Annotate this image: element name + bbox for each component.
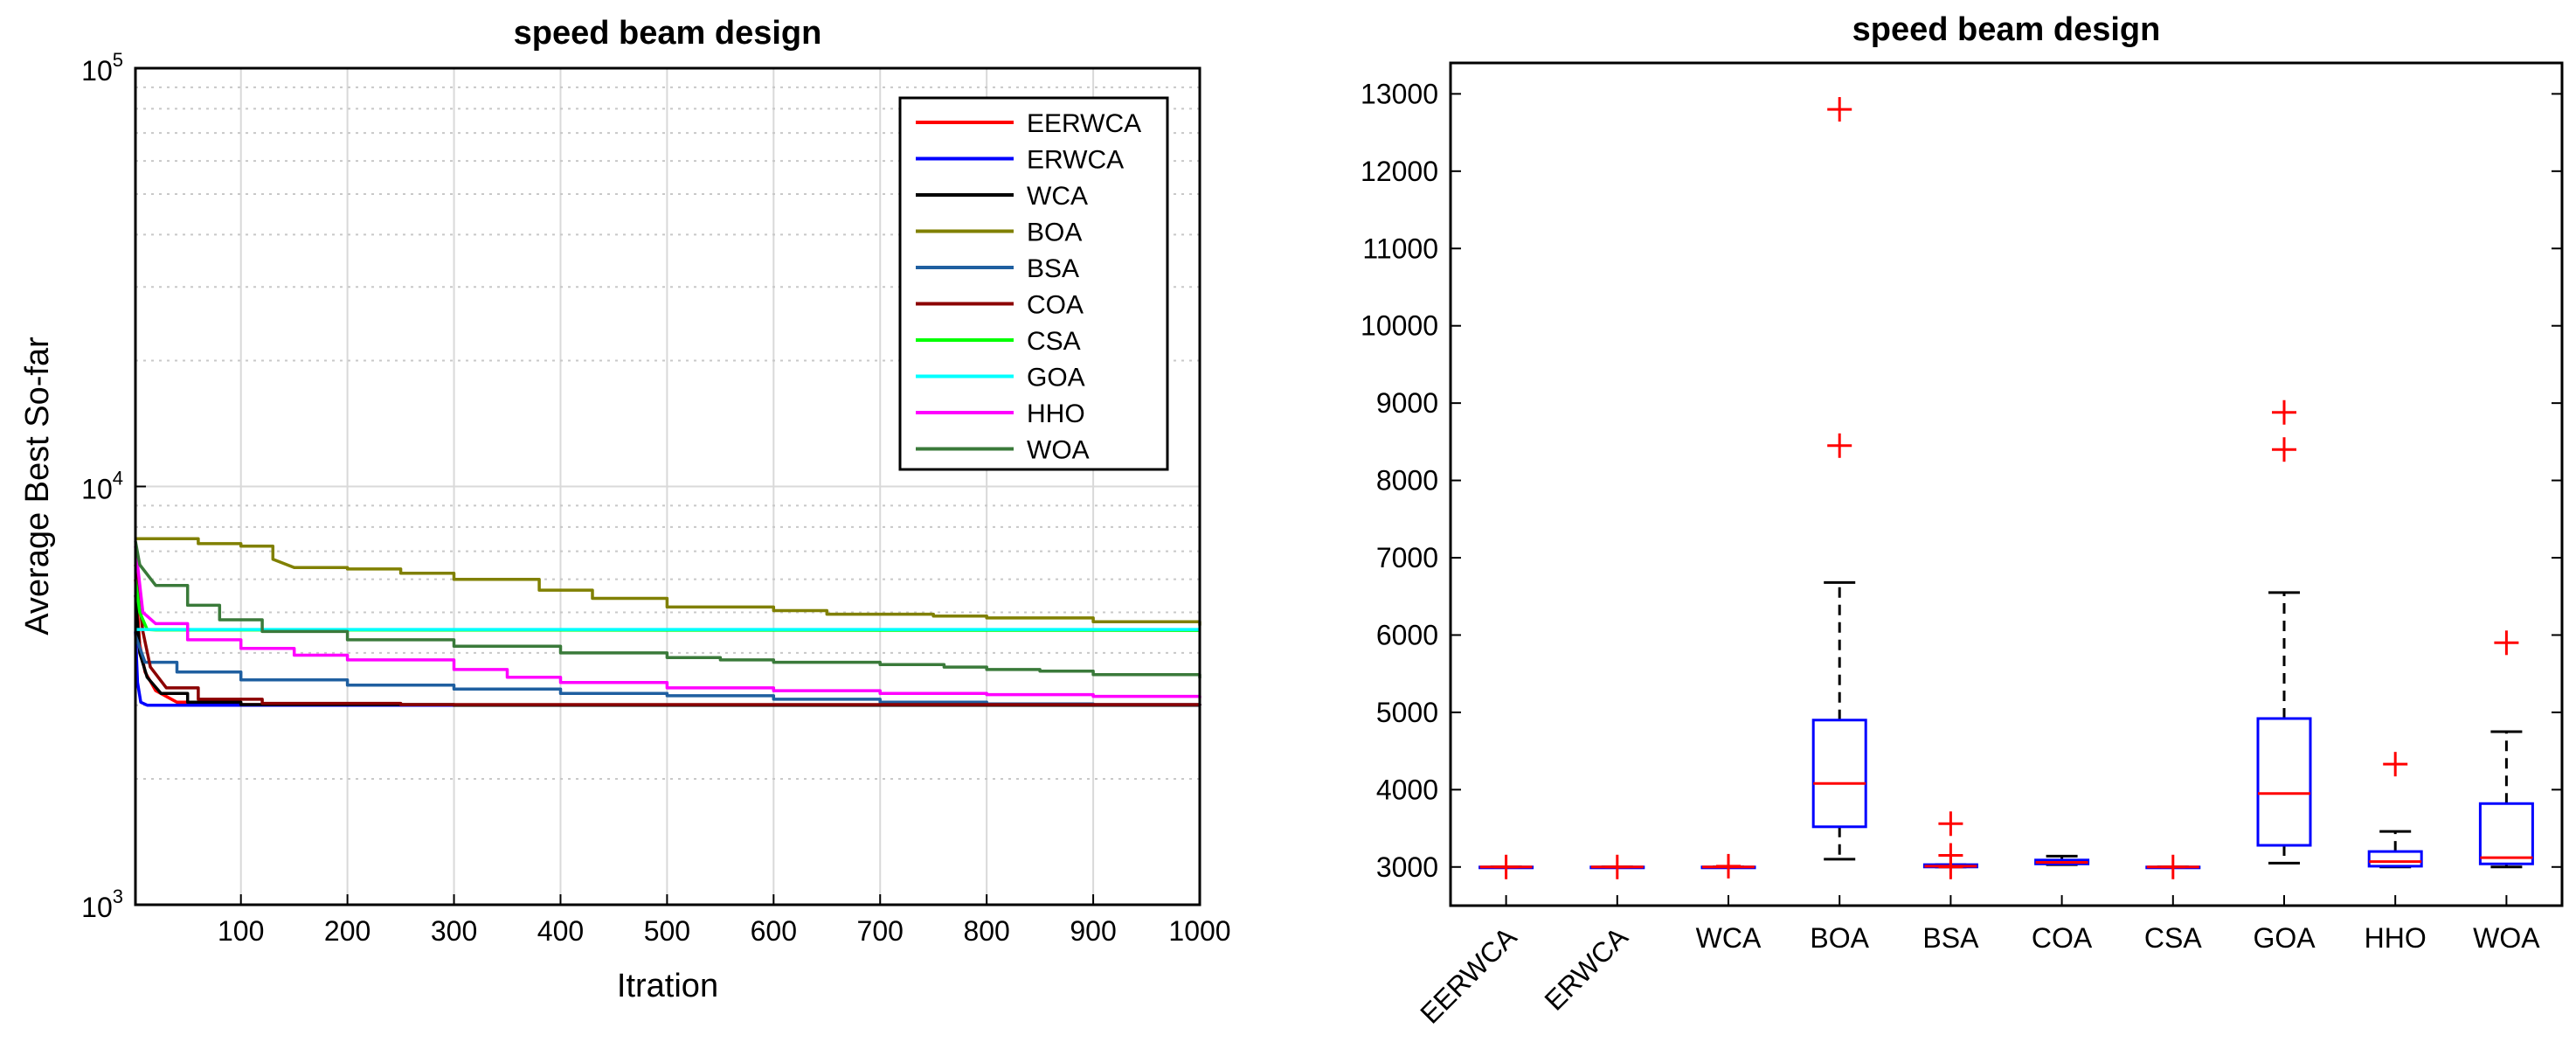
series-line-hho (134, 545, 1201, 698)
box-erwca (1589, 854, 1645, 879)
legend-label-hho: HHO (1027, 399, 1085, 428)
legend-label-csa: CSA (1027, 327, 1081, 356)
legend-label-wca: WCA (1027, 182, 1088, 211)
box-iqr (2367, 850, 2423, 868)
chart-title: speed beam design (514, 15, 822, 52)
x-tick-label: 700 (857, 915, 904, 947)
x-tick-label-hho: HHO (2365, 922, 2427, 954)
legend-label-goa: GOA (1027, 364, 1085, 392)
legend: EERWCA ERWCA WCA BOA BSA COA CSA GOA HHO WOA (898, 96, 1169, 471)
y-tick-label: 104 (81, 468, 123, 505)
legend-label-woa: WOA (1027, 436, 1090, 465)
y-tick-label: 11000 (1362, 233, 1438, 264)
y-tick-label: 103 (81, 886, 123, 923)
series-line-woa (134, 540, 1201, 678)
y-tick-label: 8000 (1376, 465, 1438, 497)
plot-frame (1449, 61, 2564, 907)
outlier-marker (2272, 437, 2296, 462)
box-plot-chart: 3000 4000 5000 6000 7000 8000 9000 10000 11000 12… (1361, 11, 2564, 1030)
series-line-boa (135, 537, 1201, 626)
series-line-coa (134, 564, 1201, 706)
outlier-marker (1493, 854, 1519, 879)
outlier-marker (2494, 630, 2519, 656)
box-coa (2034, 854, 2090, 866)
legend-label-bsa: BSA (1027, 254, 1079, 283)
x-tick-label-bsa: BSA (1922, 922, 1979, 954)
outlier-marker (1716, 853, 1741, 879)
x-tick-label: 600 (751, 915, 797, 947)
x-tick-label: 200 (324, 915, 370, 947)
legend-label-coa: COA (1027, 291, 1084, 320)
x-axis-label: Itration (617, 968, 718, 1004)
y-tick-label: 13000 (1361, 78, 1438, 109)
box-woa (2478, 630, 2534, 869)
outlier-marker (2160, 854, 2185, 879)
x-tick-label: 800 (963, 915, 1009, 947)
chart-title: speed beam design (1852, 11, 2161, 48)
y-tick-label: 6000 (1376, 619, 1438, 650)
x-tick-label-csa: CSA (2144, 922, 2202, 954)
y-tick-label: 9000 (1376, 387, 1438, 419)
outlier-marker (1604, 854, 1630, 879)
x-tick-label-woa: WOA (2473, 922, 2540, 954)
y-axis-label: Average Best So-far (19, 337, 56, 636)
y-tick-label: 4000 (1376, 774, 1438, 805)
outlier-marker (1938, 811, 1963, 837)
series-lines (134, 537, 1201, 707)
x-tick-label-eerwca: EERWCA (1414, 920, 1523, 1030)
x-tick-label: 100 (218, 915, 264, 947)
y-tick-label: 105 (81, 49, 123, 87)
legend-label-erwca: ERWCA (1027, 146, 1124, 175)
y-tick-label: 5000 (1376, 697, 1438, 728)
box-hho (2367, 752, 2423, 869)
x-axis-labels: EERWCA ERWCA WCA BOA BSA COA CSA GOA HHO WOA (1414, 895, 2540, 1030)
box-iqr (1811, 719, 1867, 829)
legend-label-boa: BOA (1027, 219, 1082, 247)
convergence-line-chart: 100 200 300 400 500 600 700 800 900 1000 103 104 105… (19, 15, 1231, 1004)
y-tick-label: 3000 (1376, 851, 1438, 883)
x-tick-label-wca: WCA (1696, 922, 1762, 954)
boxes (1478, 97, 2534, 879)
outlier-marker (2383, 752, 2408, 777)
x-tick-label-coa: COA (2032, 922, 2093, 954)
outlier-marker (1827, 433, 1852, 458)
legend-label-eerwca: EERWCA (1027, 109, 1141, 138)
x-tick-label: 300 (431, 915, 477, 947)
y-tick-label: 7000 (1376, 542, 1438, 573)
x-tick-label-boa: BOA (1810, 922, 1869, 954)
plot-background (1451, 63, 2562, 906)
y-tick-label: 12000 (1361, 156, 1438, 187)
outlier-marker (1827, 97, 1852, 122)
x-tick-label: 900 (1070, 915, 1116, 947)
x-tick-label-goa: GOA (2253, 922, 2316, 954)
outlier-marker (1938, 843, 1963, 868)
box-eerwca (1478, 854, 1534, 879)
x-tick-label: 400 (537, 915, 584, 947)
x-tick-label: 500 (644, 915, 690, 947)
x-tick-label-erwca: ERWCA (1538, 920, 1634, 1017)
x-tick-label: 1000 (1168, 915, 1230, 947)
box-boa (1811, 97, 1867, 861)
y-tick-label: 10000 (1361, 310, 1438, 342)
box-iqr (2478, 802, 2534, 865)
outlier-marker (2272, 399, 2296, 425)
y-axis-ticks: 3000 4000 5000 6000 7000 8000 9000 10000 11000 12… (1361, 78, 2562, 883)
box-goa (2256, 399, 2312, 865)
axis-ticks: 100 200 300 400 500 600 700 800 900 1000 103 104 105 (81, 49, 1230, 947)
box-csa (2145, 854, 2201, 879)
box-wca (1700, 853, 1756, 879)
box-bsa (1922, 811, 1978, 879)
box-iqr (2256, 717, 2312, 847)
